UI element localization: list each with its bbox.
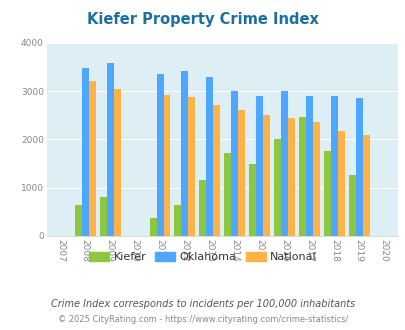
- Bar: [280, 91, 287, 236]
- Bar: [188, 97, 195, 236]
- Bar: [298, 117, 305, 236]
- Bar: [206, 77, 213, 236]
- Bar: [256, 96, 262, 236]
- Bar: [107, 63, 113, 236]
- Bar: [75, 205, 81, 236]
- Bar: [262, 115, 269, 236]
- Bar: [305, 96, 312, 236]
- Bar: [113, 89, 120, 236]
- Bar: [330, 96, 337, 236]
- Bar: [213, 105, 220, 236]
- Bar: [355, 98, 362, 236]
- Bar: [348, 175, 355, 236]
- Bar: [174, 205, 181, 236]
- Bar: [231, 91, 238, 236]
- Bar: [312, 122, 319, 236]
- Bar: [337, 131, 344, 236]
- Bar: [199, 181, 206, 236]
- Legend: Kiefer, Oklahoma, National: Kiefer, Oklahoma, National: [85, 248, 320, 267]
- Bar: [238, 111, 245, 236]
- Bar: [149, 217, 156, 236]
- Bar: [163, 95, 170, 236]
- Text: Kiefer Property Crime Index: Kiefer Property Crime Index: [87, 12, 318, 26]
- Bar: [273, 139, 280, 236]
- Bar: [224, 153, 231, 236]
- Bar: [100, 197, 107, 236]
- Bar: [81, 68, 89, 236]
- Bar: [156, 74, 163, 236]
- Bar: [181, 71, 188, 236]
- Bar: [287, 118, 294, 236]
- Bar: [89, 81, 96, 236]
- Bar: [362, 135, 369, 236]
- Bar: [323, 151, 330, 236]
- Text: Crime Index corresponds to incidents per 100,000 inhabitants: Crime Index corresponds to incidents per…: [51, 299, 354, 309]
- Bar: [249, 164, 256, 236]
- Text: © 2025 CityRating.com - https://www.cityrating.com/crime-statistics/: © 2025 CityRating.com - https://www.city…: [58, 315, 347, 324]
